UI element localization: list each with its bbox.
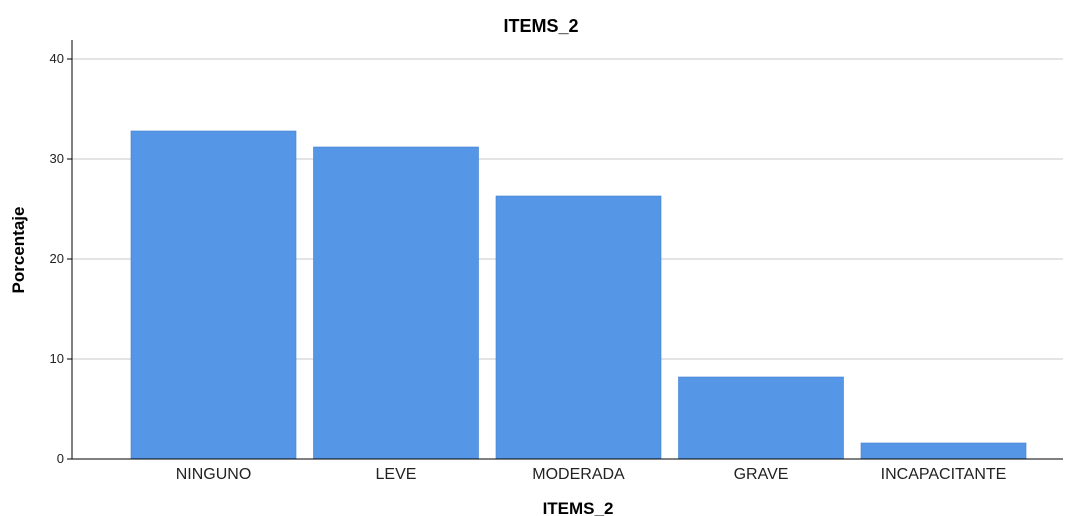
bar-leve (313, 146, 479, 460)
x-tick-label: MODERADA (532, 466, 625, 483)
chart-title: ITEMS_2 (503, 16, 578, 36)
bar-incapacitante (860, 442, 1027, 460)
x-tick-label: LEVE (376, 466, 417, 483)
y-tick-label: 20 (50, 251, 64, 266)
y-tick-labels: 0 10 20 30 40 (50, 51, 72, 466)
x-tick-labels: NINGUNO LEVE MODERADA GRAVE INCAPACITANTE (176, 466, 1007, 483)
bar-moderada (495, 195, 662, 460)
x-axis-title: ITEMS_2 (543, 499, 614, 516)
x-tick-label: NINGUNO (176, 466, 252, 483)
y-tick-label: 0 (57, 451, 64, 466)
y-axis-title: Porcentaje (9, 207, 28, 294)
x-tick-label: INCAPACITANTE (881, 466, 1007, 483)
bar-grave (678, 376, 844, 460)
y-tick-label: 40 (50, 51, 64, 66)
bars (130, 130, 1027, 460)
y-tick-label: 30 (50, 151, 64, 166)
y-tick-label: 10 (50, 351, 64, 366)
axes (71, 40, 1063, 460)
x-tick-label: GRAVE (734, 466, 789, 483)
bar-ninguno (130, 130, 297, 460)
